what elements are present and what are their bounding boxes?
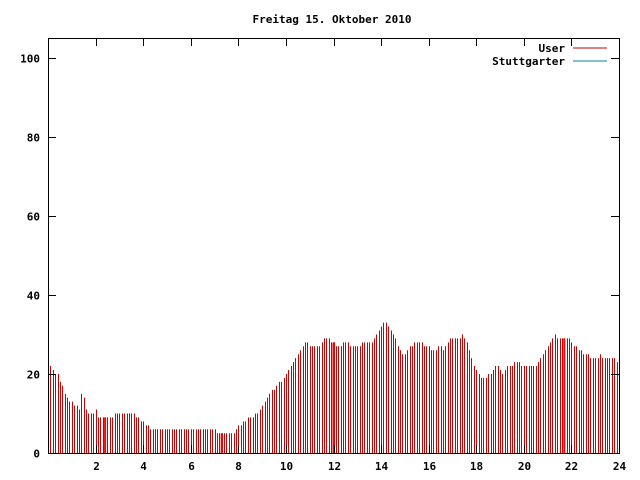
x-tick-label: 4 [140,460,147,473]
legend-label-user: User [539,42,566,55]
chart-title: Freitag 15. Oktober 2010 [253,13,412,26]
y-tick-label: 60 [27,211,40,224]
legend: User Stuttgarter [492,42,607,68]
y-tick-label: 20 [27,369,40,382]
y-tick-label: 40 [27,290,40,303]
x-tick-label: 20 [518,460,531,473]
x-tick-label: 18 [470,460,483,473]
legend-label-stuttgarter: Stuttgarter [492,55,565,68]
bar-series-user [48,322,618,453]
x-tick-label: 6 [188,460,195,473]
y-tick-label: 0 [33,448,40,461]
y-tick-label: 80 [27,132,40,145]
x-tick-label: 14 [375,460,389,473]
x-tick-label: 12 [328,460,341,473]
x-tick-label: 2 [93,460,100,473]
y-tick-label: 100 [20,53,40,66]
x-tick-label: 24 [613,460,627,473]
x-tick-label: 10 [280,460,293,473]
x-tick-label: 8 [235,460,242,473]
x-tick-label: 16 [423,460,437,473]
x-tick-label: 22 [565,460,578,473]
